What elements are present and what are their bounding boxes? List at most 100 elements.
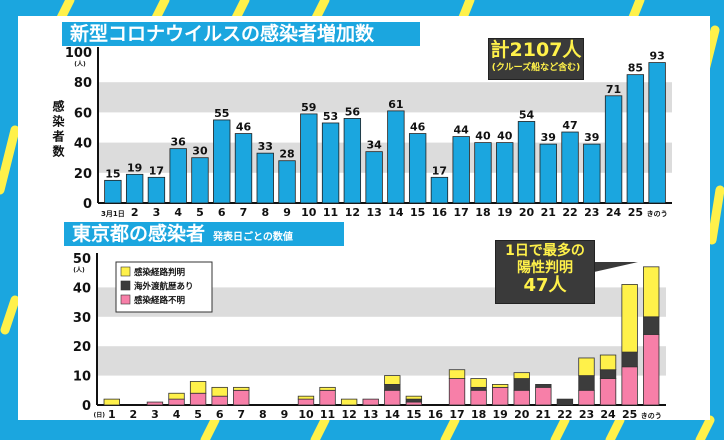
bar xyxy=(191,157,209,204)
x-tick-label: 17 xyxy=(449,408,464,421)
stacked-bar-segment xyxy=(470,389,487,406)
x-tick-label: 7 xyxy=(240,206,248,219)
stacked-bar-segment xyxy=(535,384,552,388)
x-tick-label: 19 xyxy=(493,408,508,421)
record-line1: 1日で最多の xyxy=(505,243,585,259)
x-tick-label: 14 xyxy=(385,408,401,421)
x-tick-label: 20 xyxy=(514,408,530,421)
stacked-bar-segment xyxy=(513,389,530,406)
legend-label: 感染経路不明 xyxy=(134,295,186,306)
y-tick-label: 40 xyxy=(73,281,91,296)
stacked-bar-segment xyxy=(405,401,423,406)
x-unit-label: (日) xyxy=(94,412,106,419)
stacked-bar-segment xyxy=(297,398,315,406)
data-label: 47 xyxy=(562,119,577,132)
bar xyxy=(213,119,231,204)
stacked-bar-segment xyxy=(340,398,358,406)
x-tick-label: 3 xyxy=(153,206,161,219)
bar xyxy=(147,176,166,204)
x-tick-label: 23 xyxy=(584,206,599,219)
x-tick-label: 8 xyxy=(261,206,269,219)
bar xyxy=(517,121,536,204)
stacked-bar-segment xyxy=(384,389,401,406)
stacked-bar-segment xyxy=(189,392,207,406)
data-label: 61 xyxy=(388,98,403,111)
x-tick-label: きのう xyxy=(641,411,662,420)
x-tick-label: 2 xyxy=(130,408,138,421)
x-tick-label: 16 xyxy=(428,408,444,421)
stacked-bar-segment xyxy=(319,386,336,391)
stripe xyxy=(440,415,460,440)
y-tick-label: 60 xyxy=(74,106,92,121)
bar xyxy=(496,142,514,204)
x-tick-label: 7 xyxy=(237,408,245,421)
grid-band xyxy=(97,346,666,376)
bar xyxy=(300,113,318,204)
stacked-bar-segment xyxy=(621,351,638,368)
bar xyxy=(430,176,449,204)
title-text: 東京都の感染者 xyxy=(72,223,206,245)
stacked-bar-segment xyxy=(405,395,423,400)
legend-swatch xyxy=(120,294,131,305)
record-callout: 1日で最多の 陽性判明 47人 xyxy=(495,240,595,304)
stripe xyxy=(550,415,570,440)
x-tick-label: 16 xyxy=(432,206,448,219)
stacked-bar-segment xyxy=(189,381,207,394)
x-tick-label: 2 xyxy=(131,206,139,219)
x-tick-label: 12 xyxy=(345,206,360,219)
y-axis-label: 感染者数 xyxy=(51,100,65,160)
data-label: 40 xyxy=(475,130,491,143)
x-tick-label: きのう xyxy=(647,209,668,218)
x-tick-label: 5 xyxy=(194,408,202,421)
stripe xyxy=(0,295,20,335)
stacked-bar-segment xyxy=(448,378,466,406)
x-tick-label: 6 xyxy=(216,408,224,421)
x-tick-label: 24 xyxy=(600,408,616,421)
x-tick-label: 21 xyxy=(536,408,551,421)
stacked-bar-segment xyxy=(535,386,552,406)
bar xyxy=(234,133,253,204)
stacked-bar-segment xyxy=(233,386,250,391)
x-tick-label: 18 xyxy=(471,408,486,421)
x-tick-label: 4 xyxy=(173,408,181,421)
data-label: 71 xyxy=(606,83,621,96)
stacked-bar-segment xyxy=(556,398,574,406)
chart-title-national: 新型コロナウイルスの感染者増加数 xyxy=(62,22,420,46)
stripe xyxy=(0,125,20,195)
bar xyxy=(365,151,383,204)
data-label: 40 xyxy=(497,130,513,143)
stacked-bar-segment xyxy=(470,378,487,388)
x-tick-label: 11 xyxy=(320,408,335,421)
bar xyxy=(561,131,579,204)
stacked-bar-segment xyxy=(578,389,595,406)
bar xyxy=(452,136,470,204)
stacked-bar-segment xyxy=(146,401,164,406)
x-tick-label: 15 xyxy=(406,408,421,421)
stacked-bar-segment xyxy=(492,384,509,388)
x-tick-label: 9 xyxy=(281,408,289,421)
x-tick-label: 17 xyxy=(454,206,469,219)
bar xyxy=(408,133,427,204)
bar xyxy=(256,152,274,204)
x-tick-label: 10 xyxy=(301,206,317,219)
record-line2: 陽性判明 xyxy=(517,260,573,276)
x-tick-label: 22 xyxy=(562,206,577,219)
x-tick-label: 8 xyxy=(259,408,267,421)
legend-label: 感染経路判明 xyxy=(134,267,186,278)
bar xyxy=(343,118,362,204)
x-tick-label: 25 xyxy=(622,408,637,421)
stacked-bar-segment xyxy=(362,398,379,406)
stacked-bar-segment xyxy=(384,375,401,385)
x-tick-label: 20 xyxy=(519,206,535,219)
data-label: 17 xyxy=(149,164,164,177)
total-note: (クルーズ船など含む) xyxy=(491,63,581,73)
y-tick-label: 20 xyxy=(73,340,91,355)
bar xyxy=(583,143,601,204)
x-tick-label: 10 xyxy=(298,408,314,421)
x-tick-label: 18 xyxy=(475,206,490,219)
stacked-bar-segment xyxy=(168,392,185,400)
stacked-bar-segment xyxy=(599,378,617,406)
x-tick-label: 1 xyxy=(108,408,116,421)
